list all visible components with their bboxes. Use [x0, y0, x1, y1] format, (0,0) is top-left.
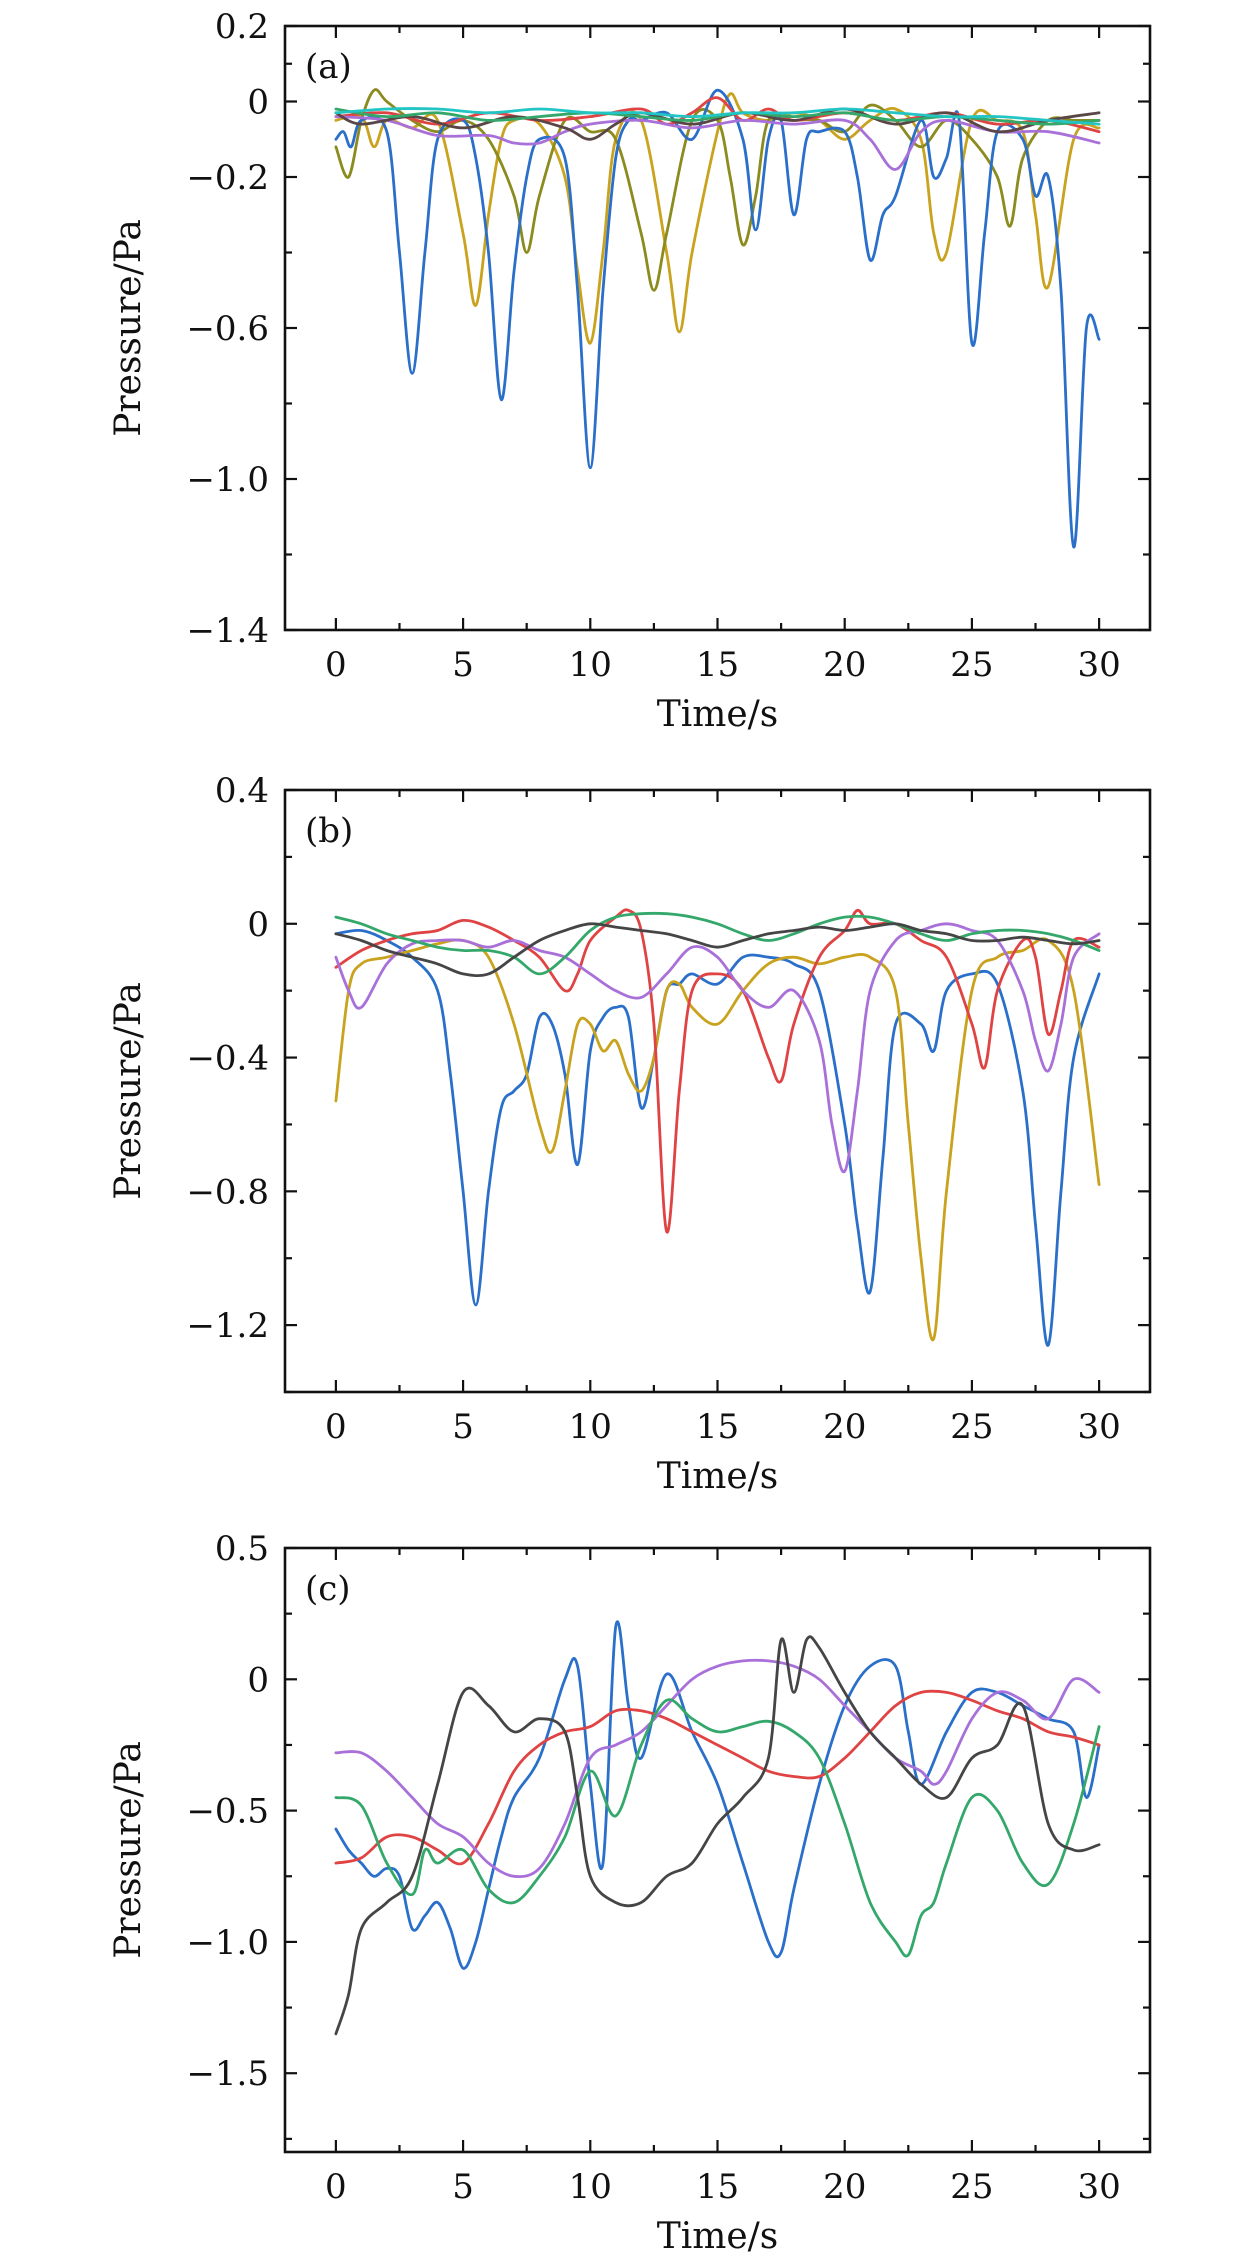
y-tick-label: 0: [247, 83, 269, 123]
series-line-2: [334, 1689, 1101, 1866]
panel-label: (b): [305, 811, 353, 851]
x-tick-label: 5: [452, 2167, 474, 2207]
x-tick-label: 15: [696, 2167, 739, 2207]
series-line-2: [334, 88, 1101, 292]
y-tick-label: −1.2: [186, 1306, 269, 1346]
series-line-1: [334, 92, 1101, 345]
x-tick-label: 5: [452, 645, 474, 685]
y-axis-label: Pressure/Pa: [108, 982, 149, 1200]
x-tick-label: 20: [823, 1407, 866, 1447]
series-group: [334, 88, 1101, 549]
y-tick-label: 0: [247, 1660, 269, 1700]
x-tick-label: 10: [569, 645, 612, 685]
y-tick-label: −1.5: [186, 2054, 269, 2094]
y-tick-label: −1.0: [186, 1923, 269, 1963]
x-tick-label: 0: [325, 645, 347, 685]
y-tick-label: −1.0: [186, 460, 269, 500]
y-tick-label: −0.4: [186, 1039, 269, 1079]
y-tick-label: 0.4: [215, 771, 269, 811]
series-group: [334, 1620, 1101, 2036]
chart-panel-1: 0 5 10 15 20 25 30 −1.4 −1.0 −0.6 −0.2 0 0.2 (a) Time/…: [108, 7, 1152, 735]
plot-frame: [283, 788, 1152, 1394]
y-tick-label: −0.8: [186, 1172, 269, 1212]
x-tick-label: 20: [823, 2167, 866, 2207]
x-tick-label: 10: [569, 2167, 612, 2207]
x-tick-label: 30: [1077, 645, 1120, 685]
x-tick-label: 0: [325, 2167, 347, 2207]
y-tick-label: −0.2: [186, 158, 269, 198]
series-line-8: [334, 107, 1101, 126]
chart-panel-3: 0 5 10 15 20 25 30 −1.5 −1.0 −0.5 0 0.5 (c) Time/s Pre…: [108, 1529, 1152, 2257]
x-tick-label: 20: [823, 645, 866, 685]
plot-frame: [283, 1546, 1152, 2154]
series-line-5: [334, 1635, 1101, 2036]
series-line-6: [334, 922, 1101, 977]
y-axis-label: Pressure/Pa: [108, 219, 149, 437]
chart-panel-2: 0 5 10 15 20 25 30 −1.2 −0.8 −0.4 0 0.4 (b) Time/s Pre…: [108, 771, 1152, 1497]
series-line-3: [334, 1658, 1101, 1879]
series-line-4: [334, 922, 1101, 1174]
x-axis-label: Time/s: [657, 694, 779, 735]
panel-label: (c): [305, 1569, 351, 1609]
x-tick-label: 15: [696, 645, 739, 685]
x-tick-label: 30: [1077, 2167, 1120, 2207]
x-tick-label: 10: [569, 1407, 612, 1447]
y-tick-label: 0.2: [215, 7, 269, 47]
y-tick-label: −0.5: [186, 1792, 269, 1832]
series-line-5: [334, 115, 1101, 171]
x-axis-label: Time/s: [657, 1456, 779, 1497]
series-line-5: [334, 911, 1101, 976]
x-tick-label: 25: [950, 2167, 993, 2207]
series-group: [334, 908, 1101, 1347]
x-tick-label: 5: [452, 1407, 474, 1447]
y-tick-label: 0: [247, 905, 269, 945]
series-line-7: [334, 107, 1101, 126]
y-axis-label: Pressure/Pa: [108, 1741, 149, 1959]
x-tick-label: 15: [696, 1407, 739, 1447]
y-tick-label: 0.5: [215, 1529, 269, 1569]
panel-label: (a): [305, 47, 352, 87]
x-tick-label: 30: [1077, 1407, 1120, 1447]
series-line-4: [334, 1698, 1101, 1958]
x-tick-label: 25: [950, 1407, 993, 1447]
y-tick-label: −1.4: [186, 611, 269, 651]
x-axis-label: Time/s: [657, 2216, 779, 2257]
y-tick-label: −0.6: [186, 309, 269, 349]
series-line-3: [334, 88, 1101, 549]
series-line-1: [334, 928, 1101, 1347]
x-tick-label: 25: [950, 645, 993, 685]
series-line-2: [334, 937, 1101, 1342]
x-tick-label: 0: [325, 1407, 347, 1447]
